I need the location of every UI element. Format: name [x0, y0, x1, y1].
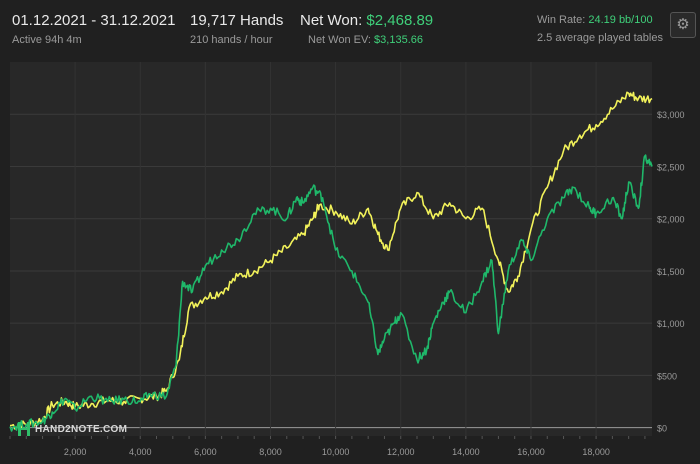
y-tick-label: $3,000	[657, 110, 685, 120]
x-tick-label: 4,000	[129, 447, 152, 457]
net-won-ev-line	[9, 91, 653, 430]
hands-rate: 210 hands / hour	[190, 34, 273, 46]
x-tick-label: 16,000	[517, 447, 545, 457]
y-tick-label: $500	[657, 371, 677, 381]
net-won-line	[9, 154, 653, 432]
x-tick-label: 10,000	[322, 447, 350, 457]
logo-text: HAND2NOTE.COM	[35, 423, 128, 435]
net-won-ev-value: $3,135.66	[374, 34, 423, 46]
net-won: Net Won: $2,468.89	[300, 12, 433, 29]
x-tick-label: 8,000	[259, 447, 282, 457]
active-time: Active 94h 4m	[12, 34, 82, 46]
x-tick-label: 6,000	[194, 447, 217, 457]
y-tick-label: $1,500	[657, 267, 685, 277]
win-rate: Win Rate: 24.19 bb/100	[537, 14, 653, 26]
hand2note-logo: HAND2NOTE.COM	[18, 422, 127, 436]
average-tables: 2.5 average played tables	[537, 32, 663, 44]
net-won-ev: Net Won EV: $3,135.66	[308, 34, 423, 46]
x-tick-label: 14,000	[452, 447, 480, 457]
win-rate-label: Win Rate:	[537, 14, 586, 26]
y-tick-label: $1,000	[657, 319, 685, 329]
net-won-value: $2,468.89	[366, 12, 434, 29]
x-tick-label: 2,000	[64, 447, 87, 457]
y-tick-label: $2,500	[657, 162, 685, 172]
win-rate-value: 24.19 bb/100	[588, 14, 653, 26]
date-range: 01.12.2021 - 31.12.2021	[12, 12, 176, 29]
y-tick-label: $2,000	[657, 215, 685, 225]
logo-mark	[18, 422, 30, 436]
net-won-label: Net Won:	[300, 12, 363, 29]
x-tick-label: 12,000	[387, 447, 415, 457]
y-tick-label: $0	[657, 424, 667, 434]
gear-icon[interactable]: ⚙	[670, 12, 696, 38]
net-won-ev-label: Net Won EV:	[308, 34, 371, 46]
plot-area	[10, 62, 652, 436]
x-tick-label: 18,000	[582, 447, 610, 457]
hands-count: 19,717 Hands	[190, 12, 284, 29]
